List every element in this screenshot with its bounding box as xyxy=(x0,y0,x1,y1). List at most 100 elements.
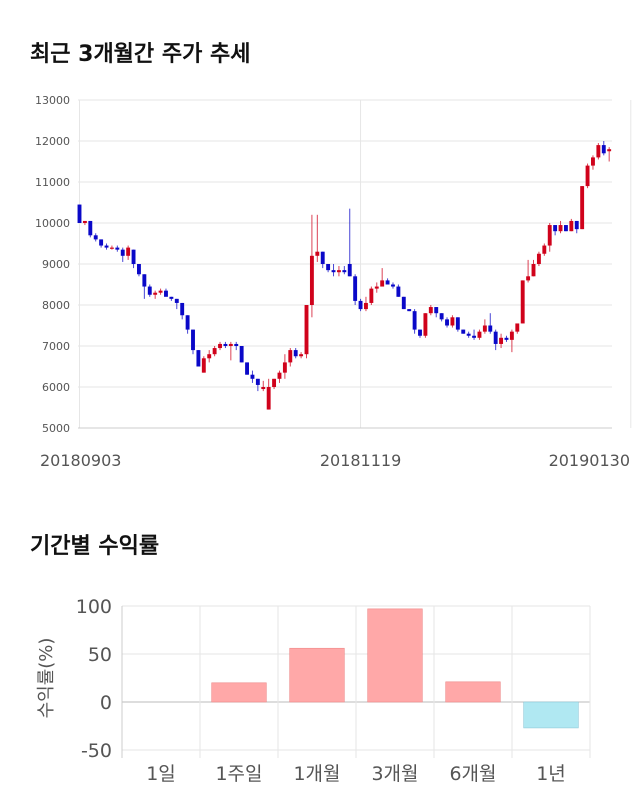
return-bar xyxy=(523,701,579,729)
candle-body xyxy=(364,302,368,310)
candle-body xyxy=(228,343,233,346)
candle-body xyxy=(563,225,568,232)
candle-body xyxy=(293,350,298,357)
candle-body xyxy=(120,249,125,256)
candle-body xyxy=(450,317,455,326)
candle-body xyxy=(77,204,82,223)
candle-body xyxy=(509,331,514,340)
candle-body xyxy=(272,378,277,387)
candle-body xyxy=(407,309,412,312)
candle-body xyxy=(601,145,606,154)
candle-body xyxy=(137,264,141,275)
y-tick-label: 8000 xyxy=(42,299,70,312)
candle-body xyxy=(434,307,439,314)
y-tick-label: 5000 xyxy=(42,422,70,435)
candle-body xyxy=(142,274,147,287)
candle-body xyxy=(596,145,601,158)
y-tick-label: -50 xyxy=(81,740,112,762)
candle-body xyxy=(234,343,239,346)
candle-body xyxy=(174,298,179,303)
candle-body xyxy=(455,317,460,330)
candle-body xyxy=(520,280,525,324)
y-tick-label: 100 xyxy=(76,596,112,618)
x-category-label: 1년 xyxy=(536,763,566,785)
price-candlestick-chart: 13000 12000 11000 10000 9000 8000 7000 6000 5000… xyxy=(35,94,632,470)
candle-body xyxy=(607,149,612,152)
y-tick-label: 13000 xyxy=(35,94,70,107)
candle-body xyxy=(401,296,406,310)
candle-body xyxy=(536,253,541,264)
y-axis-title: 수익률(%) xyxy=(36,638,57,719)
candle-body xyxy=(547,225,552,246)
candle-body xyxy=(147,286,152,295)
candle-body xyxy=(412,311,417,330)
candle-body xyxy=(358,300,363,310)
x-tick-label: 20180903 xyxy=(40,451,121,470)
candle-body xyxy=(558,225,563,232)
y-tick-label: 10000 xyxy=(35,217,70,230)
candle-body xyxy=(493,331,498,344)
candle-body xyxy=(196,350,201,367)
return-bar xyxy=(367,608,423,703)
candle-body xyxy=(185,315,190,330)
candle-body xyxy=(82,220,87,223)
candle-body xyxy=(331,270,336,273)
x-category-label: 1주일 xyxy=(215,763,262,785)
candle-body xyxy=(315,251,320,256)
candle-body xyxy=(569,220,574,232)
candle-body xyxy=(428,307,433,314)
candle-body xyxy=(266,387,271,410)
price-trend-title: 최근 3개월간 주가 추세 xyxy=(30,42,251,67)
y-tick-label: 7000 xyxy=(42,340,70,353)
candle-body xyxy=(250,374,255,379)
candle-body xyxy=(526,276,531,281)
returns-title: 기간별 수익률 xyxy=(30,534,160,559)
candle-body xyxy=(353,276,358,301)
candle-body xyxy=(369,288,374,303)
candle-body xyxy=(104,245,109,248)
candle-body xyxy=(396,286,401,297)
candle-body xyxy=(169,296,174,299)
candle-body xyxy=(336,270,341,273)
candle-body xyxy=(488,325,493,332)
candle-body xyxy=(531,264,536,277)
candle-body xyxy=(261,387,266,390)
return-bar xyxy=(445,681,501,703)
candle-body xyxy=(153,292,158,295)
candle-body xyxy=(585,165,590,187)
candle-body xyxy=(472,335,477,338)
candle-body xyxy=(288,350,293,363)
candle-body xyxy=(239,346,244,363)
candle-body xyxy=(299,354,304,357)
candle-body xyxy=(391,284,395,287)
y-tick-label: 11000 xyxy=(35,176,70,189)
candle-body xyxy=(342,270,347,273)
candle-body xyxy=(499,337,504,344)
candle-body xyxy=(445,319,449,326)
candle-body xyxy=(466,333,471,336)
candle-body xyxy=(385,280,390,285)
candle-body xyxy=(218,343,222,349)
x-category-label: 3개월 xyxy=(371,763,418,785)
candle-body xyxy=(126,247,131,256)
candle-body xyxy=(277,372,282,379)
candle-body xyxy=(180,302,185,316)
candle-body xyxy=(580,186,585,230)
candle-body xyxy=(309,255,314,305)
candle-body xyxy=(207,354,212,359)
candle-body xyxy=(461,329,466,334)
candle-body xyxy=(255,378,260,385)
candle-body xyxy=(158,290,163,293)
candle-body xyxy=(245,362,249,375)
candle-body xyxy=(574,220,579,230)
candle-body xyxy=(304,305,309,355)
x-category-label: 1일 xyxy=(146,763,176,785)
candle-body xyxy=(482,325,487,332)
candle-body xyxy=(542,245,547,254)
candle-body xyxy=(439,313,444,320)
candle-body xyxy=(131,249,136,264)
candle-body xyxy=(418,329,422,336)
candle-body xyxy=(326,264,331,271)
y-tick-label: 12000 xyxy=(35,135,70,148)
